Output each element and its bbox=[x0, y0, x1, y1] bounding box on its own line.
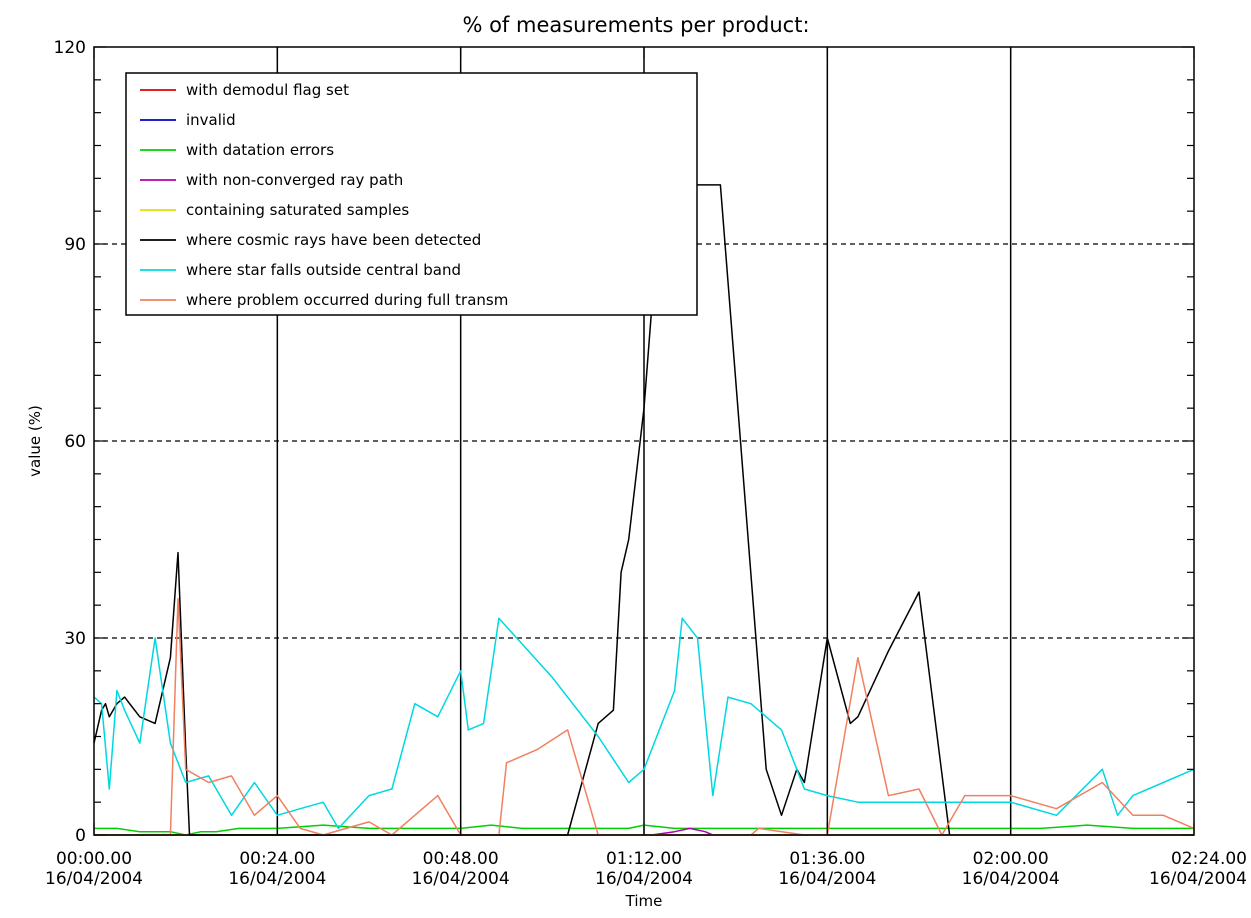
series-line-6 bbox=[93, 184, 951, 836]
y-tick-label: 90 bbox=[64, 235, 86, 255]
series-line-7 bbox=[93, 617, 1195, 830]
x-tick-labels: 00:00.0016/04/200400:24.0016/04/200400:4… bbox=[45, 849, 1247, 889]
y-tick-label: 30 bbox=[64, 629, 86, 649]
chart-title: % of measurements per product: bbox=[462, 13, 809, 37]
x-tick-label-time: 02:24.00 bbox=[1171, 849, 1247, 869]
x-tick-label-date: 16/04/2004 bbox=[45, 869, 143, 889]
y-tick-labels: 0 30 60 90 120 bbox=[54, 38, 86, 846]
x-tick-label-date: 16/04/2004 bbox=[228, 869, 326, 889]
x-tick-label-time: 01:36.00 bbox=[789, 849, 865, 869]
legend-entry-label: where problem occurred during full trans… bbox=[186, 291, 508, 309]
series-line-4 bbox=[651, 827, 714, 836]
legend-entry-label: with demodul flag set bbox=[186, 81, 349, 99]
x-tick-label-date: 16/04/2004 bbox=[962, 869, 1060, 889]
y-tick-label: 0 bbox=[75, 826, 86, 846]
x-axis-label: Time bbox=[625, 892, 663, 910]
legend-entry-label: with non-converged ray path bbox=[186, 171, 403, 189]
legend-box bbox=[125, 72, 698, 316]
legend-entry-label: where cosmic rays have been detected bbox=[186, 231, 481, 249]
x-tick-label-time: 00:48.00 bbox=[423, 849, 499, 869]
axis-ticks bbox=[93, 46, 1195, 836]
series-line-8 bbox=[169, 597, 1195, 836]
x-tick-label-time: 00:24.00 bbox=[239, 849, 315, 869]
x-tick-label-time: 01:12.00 bbox=[606, 849, 682, 869]
x-tick-label-date: 16/04/2004 bbox=[412, 869, 510, 889]
legend-entry-label: containing saturated samples bbox=[186, 201, 409, 219]
legend: with demodul flag set invalid with datatio… bbox=[125, 72, 698, 316]
legend-entry-label: where star falls outside central band bbox=[186, 261, 461, 279]
legend-entry-label: invalid bbox=[186, 111, 236, 129]
y-tick-label: 60 bbox=[64, 432, 86, 452]
x-tick-label-time: 02:00.00 bbox=[973, 849, 1049, 869]
legend-entry-label: with datation errors bbox=[186, 141, 334, 159]
x-tick-label-date: 16/04/2004 bbox=[778, 869, 876, 889]
y-tick-label: 120 bbox=[54, 38, 86, 58]
x-tick-label-time: 00:00.00 bbox=[56, 849, 132, 869]
y-axis-label: value (%) bbox=[26, 405, 44, 477]
x-tick-label-date: 16/04/2004 bbox=[1149, 869, 1247, 889]
series-line-3 bbox=[94, 824, 1194, 836]
x-tick-label-date: 16/04/2004 bbox=[595, 869, 693, 889]
